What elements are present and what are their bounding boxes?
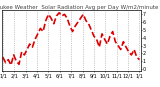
Title: Milwaukee Weather  Solar Radiation Avg per Day W/m2/minute: Milwaukee Weather Solar Radiation Avg pe… [0,5,158,10]
